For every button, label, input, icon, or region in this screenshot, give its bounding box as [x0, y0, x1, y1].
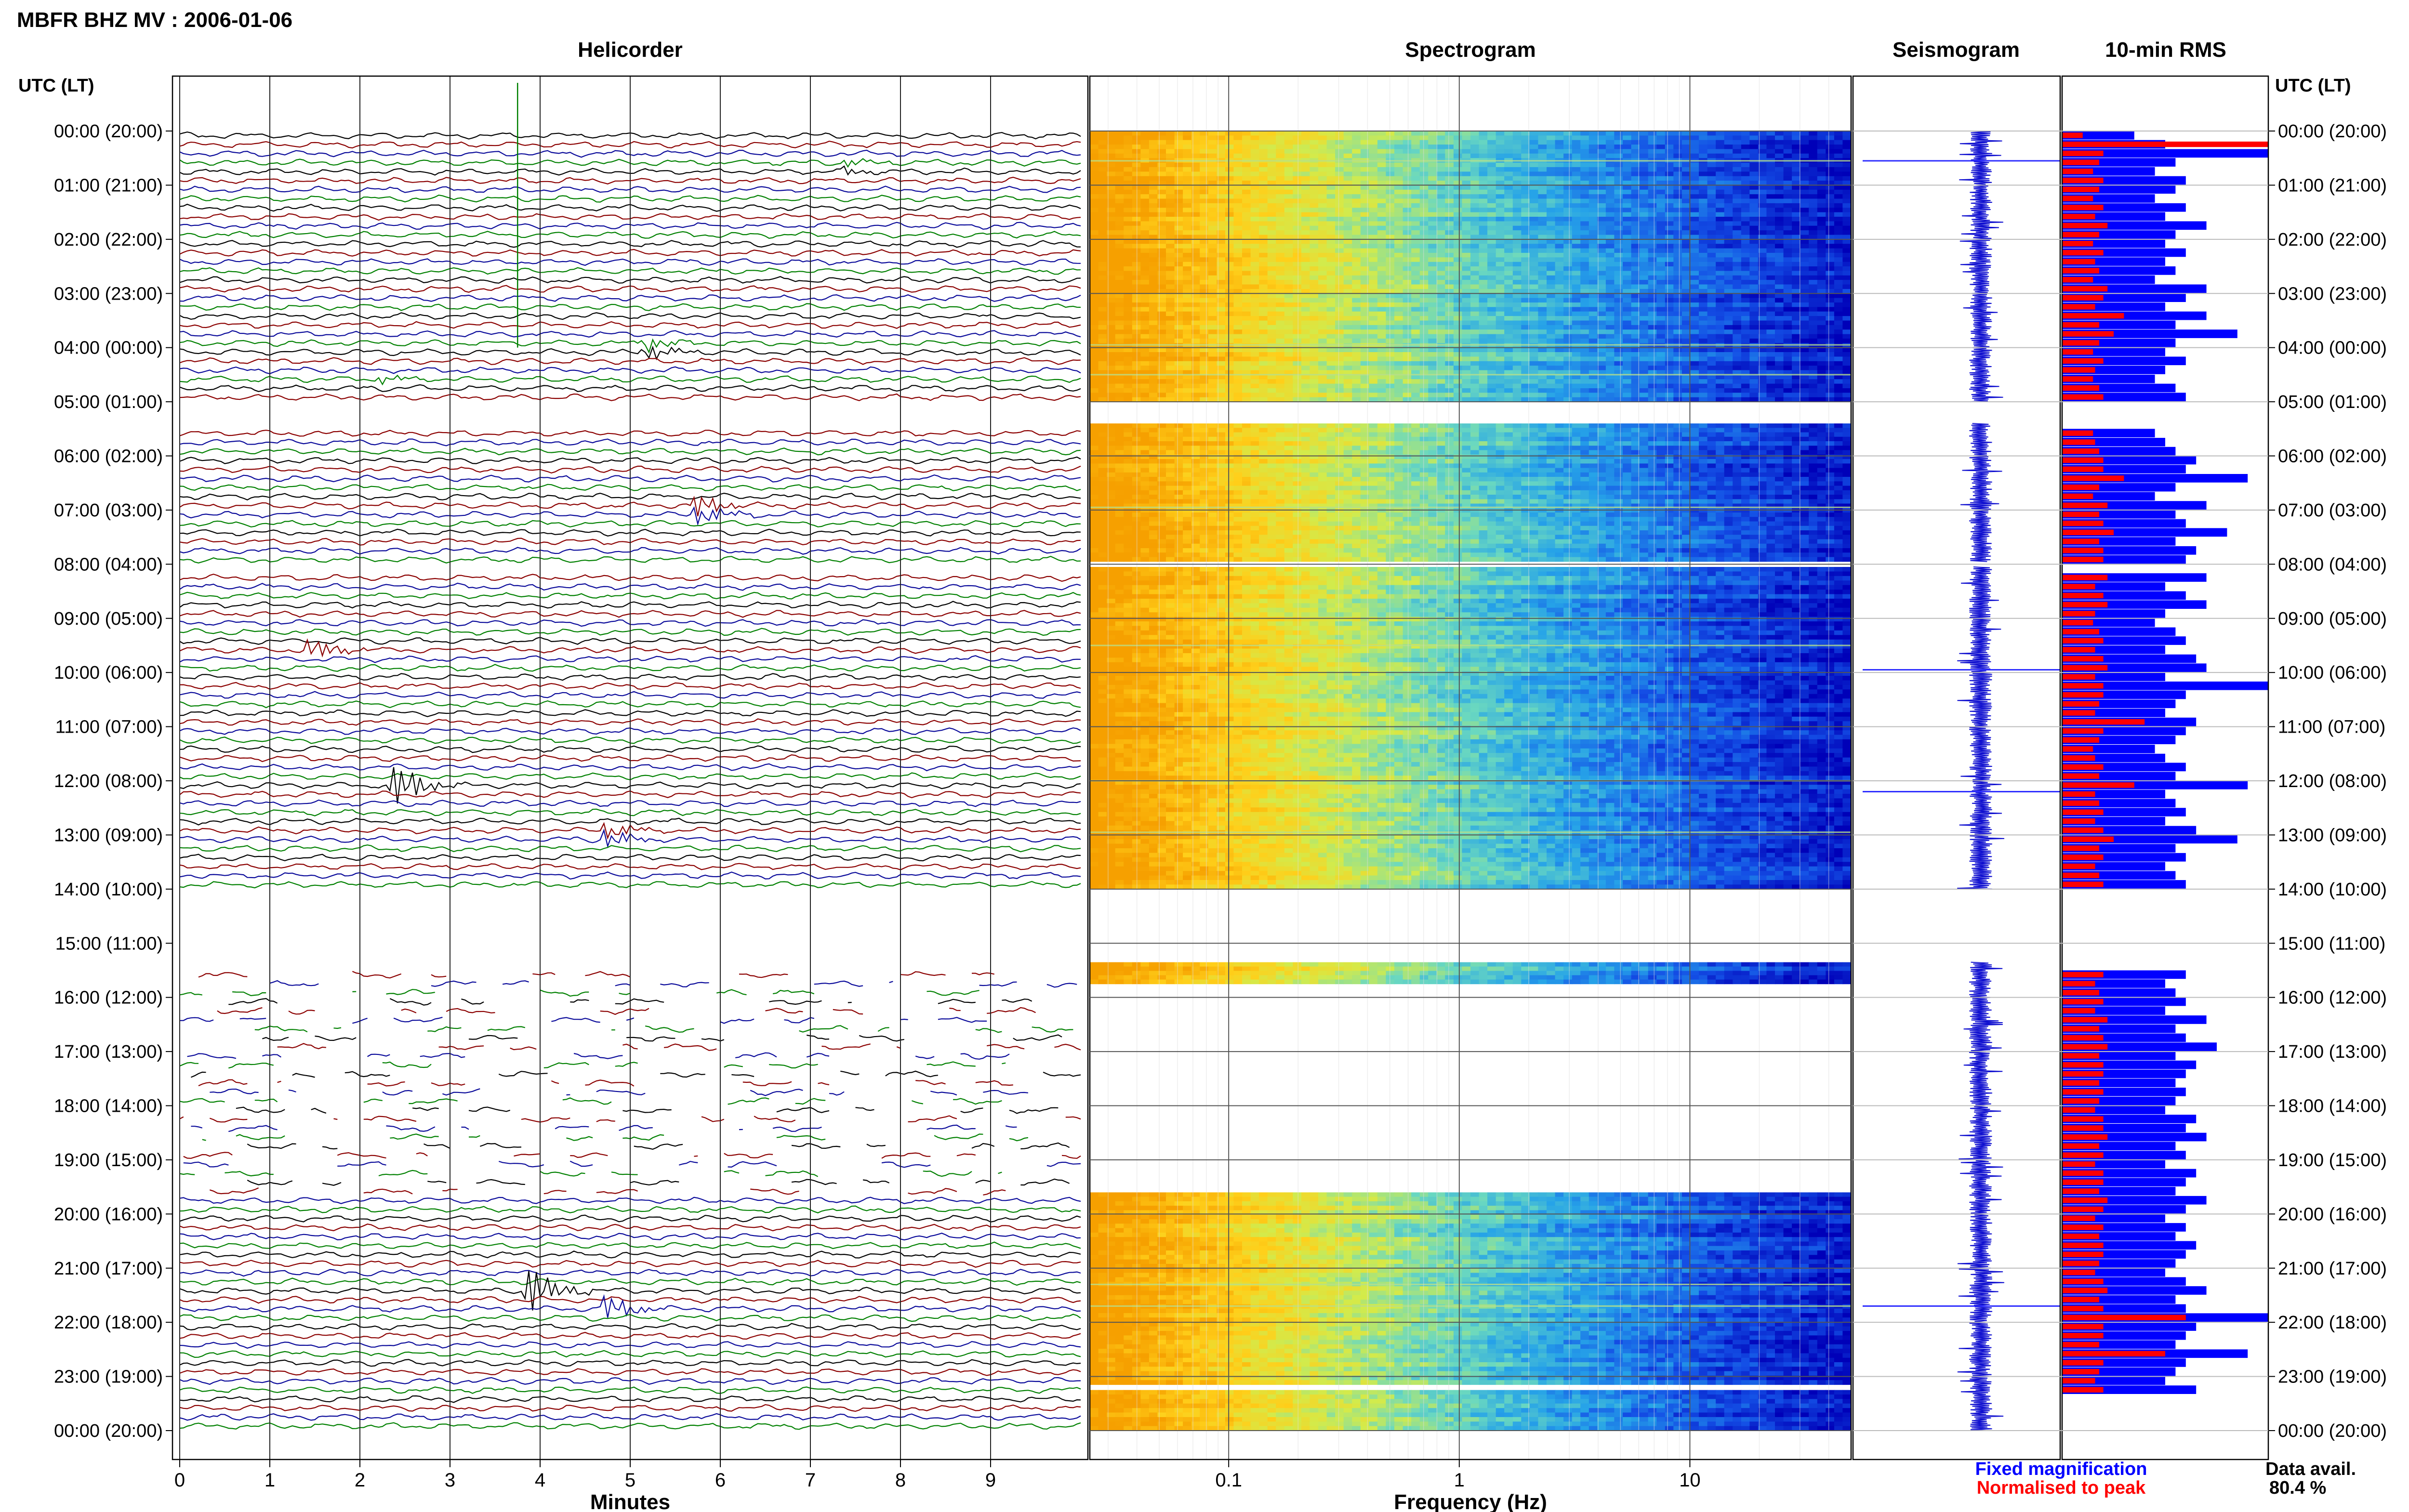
spectrogram-xlabel: Frequency (Hz): [1394, 1490, 1547, 1512]
x-tick-label-minutes: 1: [265, 1470, 275, 1491]
station-title: MBFR BHZ MV : 2006-01-06: [17, 8, 292, 32]
y-tick-label: 07:00 (03:00): [54, 500, 163, 521]
data-avail-label: Data avail.: [2265, 1459, 2356, 1479]
panel-title-seismogram: Seismogram: [1893, 38, 2020, 62]
data-avail-value: 80.4 %: [2269, 1478, 2326, 1498]
spectrogram-heatmap: [1090, 76, 1852, 1459]
y-tick-label-right: 08:00 (04:00): [2278, 554, 2387, 575]
y-tick-label-right: 19:00 (15:00): [2278, 1150, 2387, 1170]
y-tick-label-right: 11:00 (07:00): [2278, 717, 2385, 737]
x-tick-label-minutes: 0: [174, 1470, 185, 1491]
x-tick-label-minutes: 7: [805, 1470, 816, 1491]
utc-label-right: UTC (LT): [2275, 76, 2351, 96]
y-tick-label-right: 20:00 (16:00): [2278, 1204, 2387, 1224]
y-tick-label: 10:00 (06:00): [54, 663, 163, 683]
x-tick-label-minutes: 8: [895, 1470, 906, 1491]
helicorder-xlabel: Minutes: [590, 1490, 670, 1512]
y-tick-label-right: 02:00 (22:00): [2278, 230, 2387, 250]
legend-fixed-magnification: Fixed magnification: [1975, 1459, 2147, 1479]
y-tick-label-right: 04:00 (00:00): [2278, 338, 2387, 358]
y-tick-label: 15:00 (11:00): [55, 933, 163, 954]
x-tick-label-frequency: 1: [1454, 1470, 1465, 1491]
y-tick-label-right: 12:00 (08:00): [2278, 771, 2387, 791]
y-tick-label: 01:00 (21:00): [54, 175, 163, 196]
legend-normalised-to-peak: Normalised to peak: [1977, 1478, 2146, 1498]
y-tick-label: 08:00 (04:00): [54, 554, 163, 575]
x-tick-label-minutes: 3: [445, 1470, 455, 1491]
y-tick-label-right: 22:00 (18:00): [2278, 1313, 2387, 1333]
axis-ticks: 00:00 (20:00) 01:00 (21:00) 02:00 (22:00) 0…: [54, 121, 2387, 1491]
y-tick-label: 19:00 (15:00): [54, 1150, 163, 1170]
y-tick-label: 18:00 (14:00): [54, 1096, 163, 1117]
y-tick-label-right: 13:00 (09:00): [2278, 825, 2387, 845]
seismogram-trace: [1863, 131, 2060, 1431]
y-tick-label: 17:00 (13:00): [54, 1042, 163, 1062]
x-tick-label-frequency: 0.1: [1215, 1470, 1242, 1491]
y-tick-label-right: 09:00 (05:00): [2278, 609, 2387, 629]
helicorder-traces: [179, 76, 1081, 1459]
y-tick-label-right: 18:00 (14:00): [2278, 1096, 2387, 1117]
y-tick-label-right: 21:00 (17:00): [2278, 1259, 2387, 1279]
y-tick-label: 00:00 (20:00): [54, 1421, 163, 1441]
x-tick-label-minutes: 6: [715, 1470, 726, 1491]
y-tick-label: 04:00 (00:00): [54, 338, 163, 358]
y-tick-label: 23:00 (19:00): [54, 1367, 163, 1387]
x-tick-label-minutes: 9: [985, 1470, 996, 1491]
y-tick-label-right: 16:00 (12:00): [2278, 988, 2387, 1008]
x-tick-label-minutes: 5: [625, 1470, 635, 1491]
y-tick-label-right: 15:00 (11:00): [2278, 933, 2385, 954]
y-tick-label: 22:00 (18:00): [54, 1313, 163, 1333]
y-tick-label: 13:00 (09:00): [54, 825, 163, 845]
y-tick-label: 06:00 (02:00): [54, 447, 163, 467]
y-tick-label: 11:00 (07:00): [55, 717, 163, 737]
x-tick-label-minutes: 4: [535, 1470, 545, 1491]
y-tick-label: 21:00 (17:00): [54, 1259, 163, 1279]
y-tick-label-right: 10:00 (06:00): [2278, 663, 2387, 683]
panel-title-rms: 10-min RMS: [2105, 38, 2226, 62]
rms-bars: [2062, 131, 2268, 1394]
y-tick-label-right: 07:00 (03:00): [2278, 500, 2387, 521]
y-tick-label-right: 03:00 (23:00): [2278, 284, 2387, 304]
y-tick-label: 00:00 (20:00): [54, 121, 163, 142]
y-tick-label-right: 01:00 (21:00): [2278, 175, 2387, 196]
y-tick-label: 16:00 (12:00): [54, 988, 163, 1008]
y-tick-label-right: 23:00 (19:00): [2278, 1367, 2387, 1387]
y-tick-label: 14:00 (10:00): [54, 880, 163, 900]
y-tick-label: 09:00 (05:00): [54, 609, 163, 629]
y-tick-label: 03:00 (23:00): [54, 284, 163, 304]
y-tick-label-right: 14:00 (10:00): [2278, 880, 2387, 900]
y-tick-label: 05:00 (01:00): [54, 392, 163, 412]
y-tick-label: 20:00 (16:00): [54, 1204, 163, 1224]
y-tick-label-right: 17:00 (13:00): [2278, 1042, 2387, 1062]
y-tick-label-right: 00:00 (20:00): [2278, 121, 2387, 142]
utc-label-left: UTC (LT): [18, 76, 94, 96]
x-tick-label-frequency: 10: [1679, 1470, 1701, 1491]
y-tick-label-right: 06:00 (02:00): [2278, 447, 2387, 467]
x-tick-label-minutes: 2: [355, 1470, 365, 1491]
y-tick-label: 02:00 (22:00): [54, 230, 163, 250]
panel-title-helicorder: Helicorder: [578, 38, 683, 62]
y-tick-label-right: 00:00 (20:00): [2278, 1421, 2387, 1441]
y-tick-label-right: 05:00 (01:00): [2278, 392, 2387, 412]
y-tick-label: 12:00 (08:00): [54, 771, 163, 791]
panel-title-spectrogram: Spectrogram: [1405, 38, 1535, 62]
